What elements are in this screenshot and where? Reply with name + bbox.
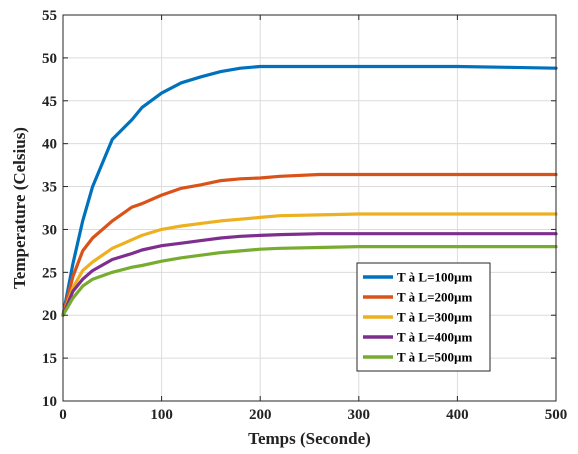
legend-label-5: T à L=500µm [397, 350, 473, 365]
x-tick-labels: 0 100 200 300 400 500 [59, 407, 567, 423]
x-tick-label: 100 [150, 407, 173, 423]
x-tick-label: 300 [348, 407, 371, 423]
x-tick-label: 500 [545, 407, 568, 423]
y-tick-label: 25 [42, 265, 57, 281]
x-axis-label: Temps (Seconde) [248, 429, 371, 448]
legend-label-4: T à L=400µm [397, 330, 473, 345]
plot-frame [62, 14, 557, 402]
x-tick-label: 0 [59, 407, 67, 423]
series-layer [61, 64, 558, 317]
legend: T à L=100µm T à L=200µm T à L=300µm T à L=4… [356, 262, 491, 372]
y-tick-labels: 10 15 20 25 30 35 40 45 50 55 [42, 8, 57, 410]
legend-label-1: T à L=100µm [397, 270, 473, 285]
y-tick-label: 45 [42, 94, 57, 110]
y-tick-label: 30 [42, 222, 57, 238]
series-line-3 [61, 212, 558, 317]
y-tick-label: 50 [42, 51, 57, 67]
y-tick-label: 35 [42, 180, 57, 196]
tick-marks [62, 14, 557, 402]
y-tick-label: 55 [42, 8, 57, 24]
x-tick-label: 400 [446, 407, 469, 423]
legend-label-2: T à L=200µm [397, 290, 473, 305]
y-tick-label: 15 [42, 351, 57, 367]
legend-label-3: T à L=300µm [397, 310, 473, 325]
y-tick-label: 40 [42, 137, 57, 153]
series-line-5 [61, 245, 558, 317]
x-tick-label: 200 [249, 407, 272, 423]
series-line-2 [61, 172, 558, 317]
y-tick-label: 20 [42, 308, 57, 324]
series-line-4 [61, 232, 558, 317]
y-axis-label: Temperature (Celsius) [10, 127, 29, 289]
series-line-1 [61, 64, 558, 317]
y-tick-label: 10 [42, 394, 57, 410]
